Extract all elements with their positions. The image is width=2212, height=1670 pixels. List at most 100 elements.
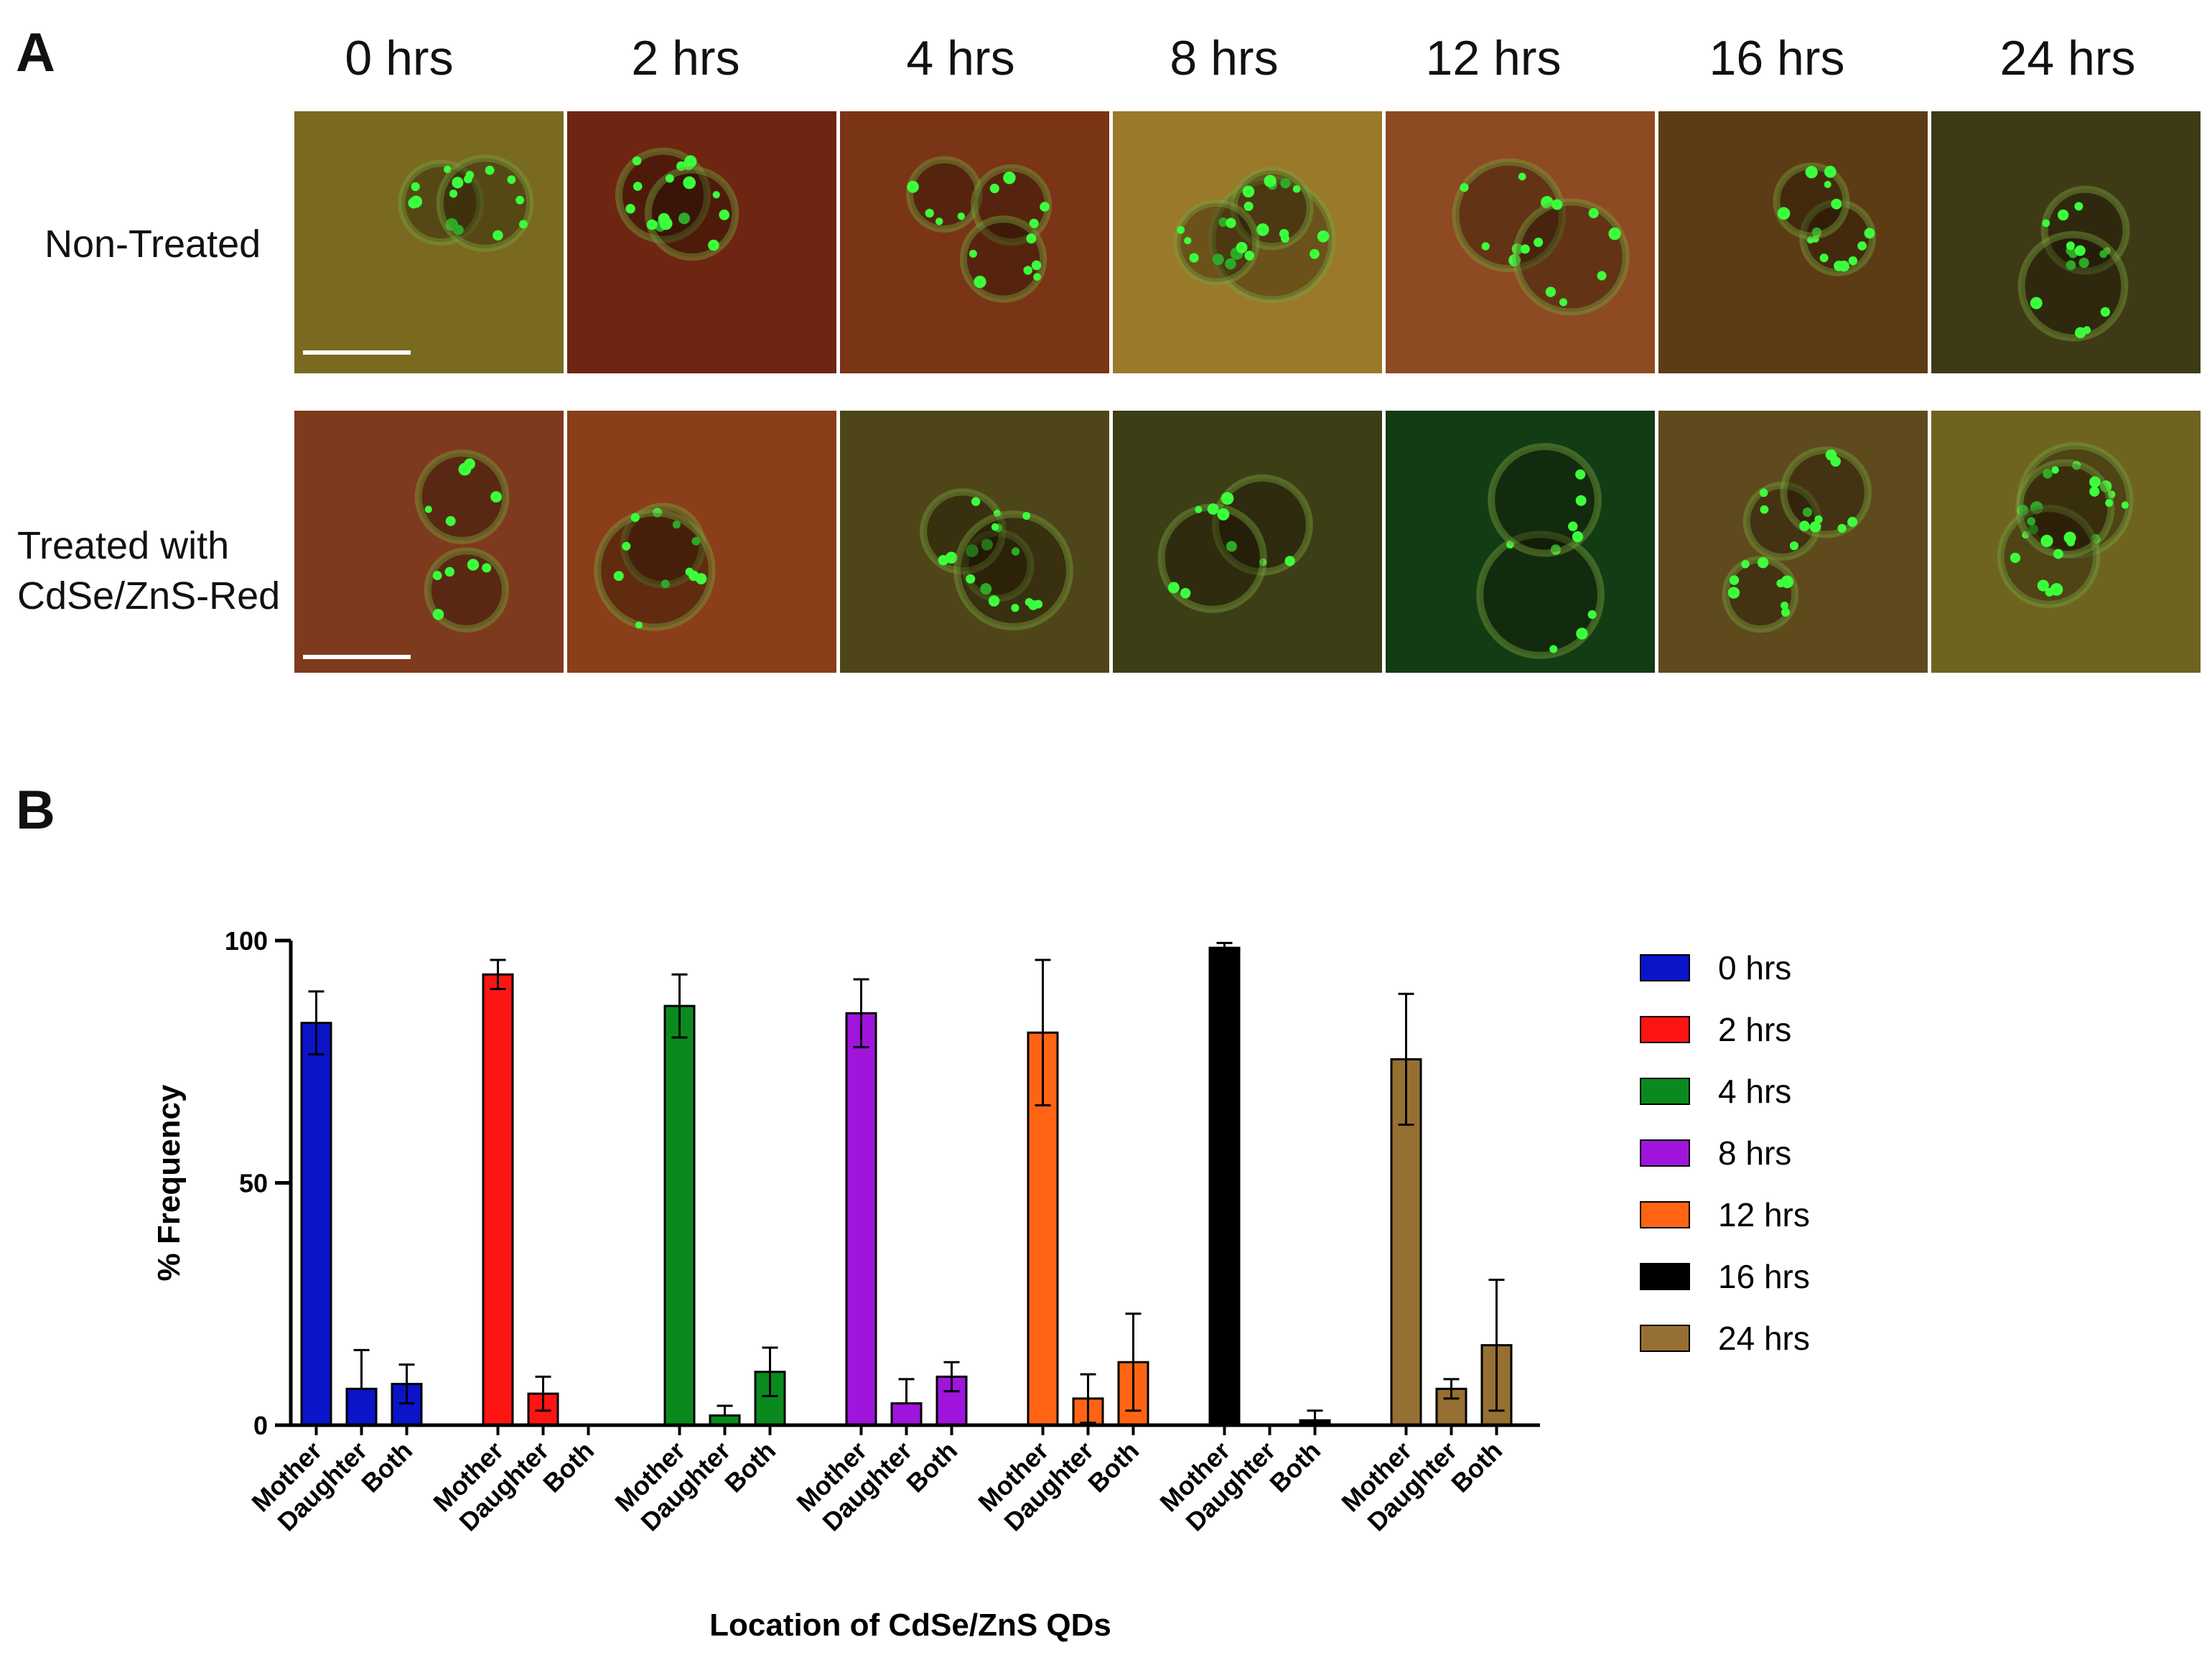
legend-swatch xyxy=(1640,1325,1690,1352)
fluorescent-spot xyxy=(1777,207,1791,220)
cell-body xyxy=(644,166,739,261)
time-label-1: 2 hrs xyxy=(631,31,740,85)
fluorescent-spot xyxy=(2121,501,2129,509)
fluorescent-spot xyxy=(507,175,516,185)
fluorescent-spot xyxy=(2066,241,2075,251)
fluorescent-spot xyxy=(2083,326,2091,335)
micrograph-non-treated-1 xyxy=(567,111,836,373)
fluorescent-spot xyxy=(1481,242,1490,251)
scale-bar xyxy=(303,655,411,659)
fluorescent-spot xyxy=(981,538,994,551)
fluorescent-spot xyxy=(719,209,730,220)
fluorescent-spot xyxy=(452,177,464,189)
legend-swatch xyxy=(1640,1201,1690,1228)
fluorescent-spot xyxy=(1811,227,1822,238)
cell-body xyxy=(906,156,983,233)
fluorescent-spot xyxy=(2074,202,2083,211)
fluorescent-spot xyxy=(490,491,502,503)
x-tick-label: Both xyxy=(1264,1436,1326,1498)
fluorescent-spot xyxy=(691,536,701,546)
fluorescent-spot xyxy=(1011,547,1020,556)
fluorescent-spot xyxy=(458,462,472,476)
x-tick-label: Both xyxy=(1445,1436,1508,1498)
fluorescent-spot xyxy=(1760,505,1769,514)
micrograph-treated-2 xyxy=(840,411,1109,673)
fluorescent-spot xyxy=(1292,185,1301,193)
fluorescent-spot xyxy=(989,183,999,194)
fluorescent-spot xyxy=(1848,256,1858,266)
fluorescent-spot xyxy=(2022,531,2030,539)
cell-body xyxy=(1780,446,1872,538)
fluorescent-spot xyxy=(1809,521,1821,533)
fluorescent-spot xyxy=(1824,180,1831,188)
fluorescent-spot xyxy=(2053,549,2063,559)
fluorescent-spot xyxy=(2100,307,2111,317)
legend-swatch xyxy=(1640,1078,1690,1105)
fluorescent-spot xyxy=(2099,250,2108,258)
micrograph-treated-3 xyxy=(1113,411,1382,673)
fluorescent-spot xyxy=(1757,556,1769,569)
fluorescent-spot xyxy=(2037,579,2049,592)
fluorescent-spot xyxy=(2091,533,2101,544)
fluorescent-spot xyxy=(1244,251,1255,261)
fluorescent-spot xyxy=(2072,461,2081,470)
fluorescent-spot xyxy=(938,555,949,566)
bar-0-hrs-daughter xyxy=(345,1387,378,1427)
micrograph-non-treated-4 xyxy=(1386,111,1655,373)
fluorescent-spot xyxy=(2010,552,2021,564)
x-axis-title: Location of CdSe/ZnS QDs xyxy=(709,1608,1111,1643)
fluorescent-spot xyxy=(1864,228,1875,239)
fluorescent-spot xyxy=(1576,628,1588,640)
cell-body xyxy=(1212,474,1313,576)
fluorescent-spot xyxy=(1310,248,1320,259)
fluorescent-spot xyxy=(1729,575,1740,585)
cell-body xyxy=(2015,459,2115,559)
time-label-5: 16 hrs xyxy=(1709,31,1845,85)
fluorescent-spot xyxy=(2066,260,2076,271)
fluorescent-spot xyxy=(2105,499,2114,507)
fluorescent-spot xyxy=(1242,185,1255,198)
fluorescent-spot xyxy=(1534,237,1544,248)
x-tick-label: Both xyxy=(719,1436,781,1498)
fluorescent-spot xyxy=(2066,538,2076,547)
fluorescent-spot xyxy=(1759,488,1768,498)
fluorescent-spot xyxy=(1168,582,1180,594)
fluorescent-spot xyxy=(969,249,977,258)
micrograph-treated-1 xyxy=(567,411,836,673)
fluorescent-spot xyxy=(432,571,442,580)
cell-body xyxy=(594,509,716,631)
y-tick-label: 0 xyxy=(253,1411,268,1440)
fluorescent-spot xyxy=(1023,266,1032,275)
fluorescent-spot xyxy=(445,218,459,231)
fluorescent-spot xyxy=(1540,196,1554,209)
legend-swatch xyxy=(1640,1016,1690,1043)
fluorescent-spot xyxy=(712,191,720,199)
fluorescent-spot xyxy=(2030,297,2043,309)
fluorescent-spot xyxy=(2043,468,2053,479)
x-tick-label: Both xyxy=(1082,1436,1144,1498)
micrograph-treated-4 xyxy=(1386,411,1655,673)
fluorescent-spot xyxy=(630,513,640,522)
fluorescent-spot xyxy=(432,608,444,620)
fluorescent-spot xyxy=(1741,560,1750,569)
fluorescent-spot xyxy=(2089,486,2100,497)
fluorescent-spot xyxy=(1226,541,1237,552)
cell-body xyxy=(1157,503,1267,613)
cell-body xyxy=(414,449,510,544)
fluorescent-spot xyxy=(695,573,707,584)
fluorescent-spot xyxy=(1551,199,1563,210)
fluorescent-spot xyxy=(2017,504,2029,516)
panel-a-letter: A xyxy=(16,22,55,83)
fluorescent-spot xyxy=(613,571,624,582)
fluorescent-spot xyxy=(665,174,674,183)
legend-label: 12 hrs xyxy=(1718,1196,1810,1233)
fluorescent-spot xyxy=(1545,286,1557,297)
fluorescent-spot xyxy=(1207,503,1219,515)
fluorescent-spot xyxy=(1572,531,1584,543)
fluorescent-spot xyxy=(449,190,458,198)
fluorescent-spot xyxy=(1587,610,1597,620)
fluorescent-spot xyxy=(1520,244,1530,254)
fluorescent-spot xyxy=(1264,174,1277,187)
legend-label: 8 hrs xyxy=(1718,1134,1791,1172)
fluorescent-spot xyxy=(1830,456,1841,467)
